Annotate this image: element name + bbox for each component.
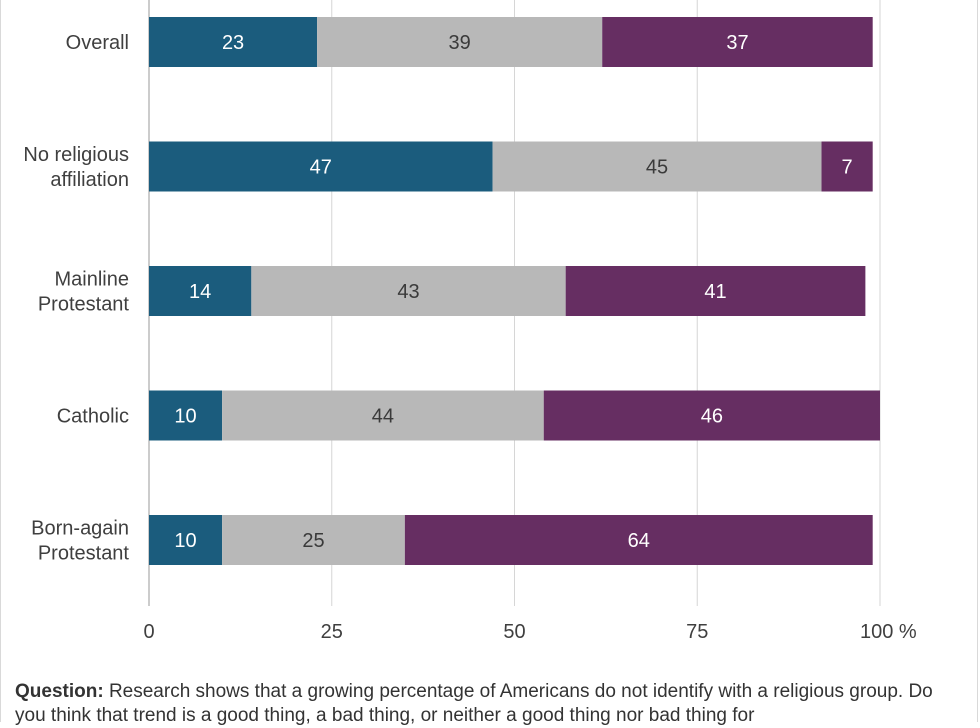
data-label: 14 — [189, 281, 211, 303]
data-label: 64 — [628, 530, 650, 552]
bar-segment — [149, 390, 223, 441]
question-label: Question: — [15, 681, 104, 702]
bar-segment — [492, 141, 822, 192]
data-label: 46 — [701, 406, 723, 428]
data-label: 43 — [397, 281, 419, 303]
bar-segment — [602, 17, 873, 67]
data-label: 44 — [372, 406, 394, 428]
category-label: affiliation — [50, 169, 129, 191]
bar-segment — [404, 515, 873, 565]
data-label: 37 — [726, 32, 748, 54]
data-label: 23 — [222, 32, 244, 54]
category-label: Protestant — [38, 543, 130, 565]
category-label: No religious — [23, 144, 129, 166]
bar-segment — [821, 141, 873, 192]
bar-segment — [149, 17, 318, 67]
data-label: 7 — [842, 157, 853, 179]
category-label: Overall — [66, 32, 129, 54]
bar-segment — [317, 17, 603, 67]
bar-segment — [222, 390, 544, 441]
category-label: Protestant — [38, 294, 130, 316]
data-label: 25 — [302, 530, 324, 552]
x-tick-label: 100 % — [860, 621, 917, 643]
bar-segment — [149, 266, 252, 316]
category-label: Catholic — [57, 406, 129, 428]
bar-segment — [222, 515, 405, 565]
category-label: Mainline — [55, 269, 129, 291]
bar-segment — [251, 266, 566, 316]
data-label: 47 — [310, 157, 332, 179]
x-tick-label: 0 — [143, 621, 154, 643]
question-footnote: Question: Research shows that a growing … — [15, 680, 965, 728]
x-tick-label: 75 — [686, 621, 708, 643]
bar-segment — [565, 266, 866, 316]
data-label: 45 — [646, 157, 668, 179]
question-text: Research shows that a growing percentage… — [15, 681, 933, 726]
bar-segment — [149, 515, 223, 565]
x-tick-label: 25 — [321, 621, 343, 643]
x-tick-label: 50 — [503, 621, 525, 643]
data-label: 10 — [174, 530, 196, 552]
stacked-bar-chart: 23 39 37 Overall 47 45 7 No religious affiliatio… — [23, 0, 917, 643]
data-label: 41 — [704, 281, 726, 303]
bar-segment — [149, 141, 493, 192]
data-label: 10 — [174, 406, 196, 428]
bar-segment — [543, 390, 880, 441]
data-label: 39 — [449, 32, 471, 54]
category-label: Born-again — [31, 518, 129, 540]
